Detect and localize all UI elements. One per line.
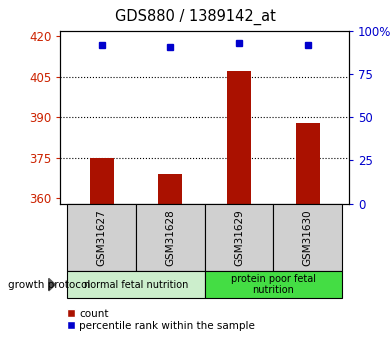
Text: GSM31627: GSM31627: [97, 209, 107, 266]
Text: GSM31630: GSM31630: [303, 209, 313, 266]
Bar: [205, 271, 342, 298]
Text: normal fetal nutrition: normal fetal nutrition: [84, 280, 188, 289]
Text: GSM31628: GSM31628: [165, 209, 176, 266]
Bar: [67, 271, 205, 298]
Text: GSM31629: GSM31629: [234, 209, 244, 266]
Bar: [205, 204, 273, 271]
Bar: [67, 204, 136, 271]
Text: GDS880 / 1389142_at: GDS880 / 1389142_at: [115, 9, 275, 25]
Bar: [158, 174, 183, 204]
Bar: [296, 123, 320, 204]
Text: growth protocol: growth protocol: [8, 280, 90, 289]
Bar: [136, 204, 205, 271]
Legend: count, percentile rank within the sample: count, percentile rank within the sample: [67, 309, 255, 331]
Bar: [273, 204, 342, 271]
Text: protein poor fetal
nutrition: protein poor fetal nutrition: [231, 274, 316, 295]
Bar: [227, 71, 251, 204]
Bar: [90, 158, 114, 204]
